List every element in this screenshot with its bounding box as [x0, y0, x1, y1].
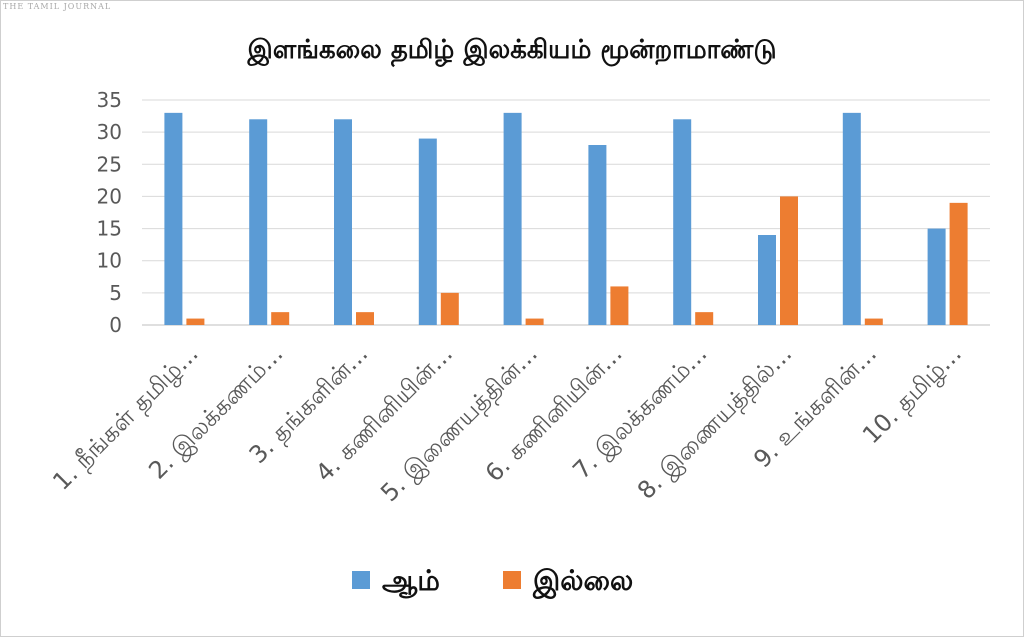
bar-yes-2	[249, 119, 268, 326]
legend-label: இல்லை	[532, 564, 633, 599]
bars	[164, 112, 968, 326]
bar-yes-1	[164, 112, 183, 325]
bar-no-10	[949, 202, 968, 325]
legend: ஆம் இல்லை	[352, 564, 633, 599]
y-tick-label: 35	[97, 88, 122, 112]
bar-yes-5	[503, 112, 522, 325]
bar-no-6	[610, 286, 629, 325]
y-tick-label: 25	[97, 152, 122, 176]
y-axis: 0 5 10 15 20 25 30 35	[97, 88, 122, 337]
bar-no-9	[864, 318, 883, 325]
x-tick-label: 8. இணையத்தில்...	[632, 339, 799, 506]
x-axis: 1. நீங்கள் தமிழ்...2. இலக்கணம்...3. தங்க…	[47, 339, 968, 508]
y-tick-label: 0	[109, 313, 122, 337]
bar-yes-6	[588, 145, 607, 325]
legend-label: ஆம்	[382, 564, 440, 599]
bar-yes-9	[842, 112, 861, 325]
legend-swatch	[352, 571, 370, 589]
bar-no-4	[440, 292, 459, 325]
x-tick-label: 5. இணையத்தின்...	[375, 339, 544, 508]
bar-no-5	[525, 318, 544, 325]
watermark: THE TAMIL JOURNAL	[3, 2, 112, 11]
gridlines	[142, 99, 990, 326]
x-tick-label: 1. நீங்கள் தமிழ்...	[47, 339, 205, 497]
bar-no-7	[695, 312, 714, 325]
y-tick-label: 15	[97, 217, 122, 241]
chart-title: இளங்கலை தமிழ் இலக்கியம் மூன்றாமாண்டு	[246, 35, 776, 67]
bar-no-8	[780, 196, 798, 325]
bar-yes-8	[758, 235, 776, 325]
bar-no-2	[271, 312, 290, 325]
y-tick-label: 20	[97, 184, 122, 208]
bar-yes-4	[418, 138, 437, 325]
y-tick-label: 10	[97, 249, 122, 273]
y-tick-label: 5	[109, 281, 122, 305]
bar-yes-10	[927, 228, 946, 325]
legend-swatch	[503, 571, 521, 589]
y-tick-label: 30	[97, 120, 122, 144]
bar-no-3	[356, 312, 374, 325]
bar-yes-7	[673, 119, 692, 326]
bar-yes-3	[334, 119, 352, 326]
bar-no-1	[186, 318, 205, 325]
